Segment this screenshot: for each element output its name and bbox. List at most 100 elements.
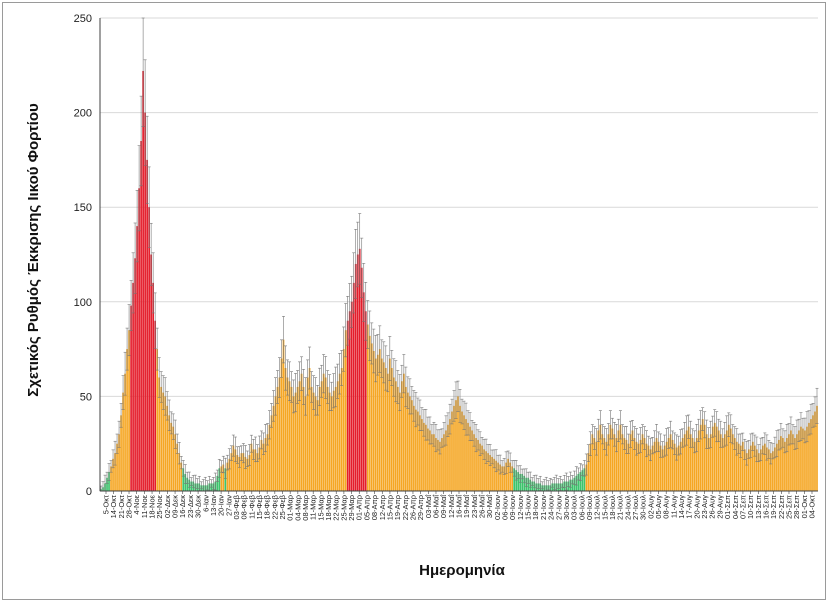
bar	[264, 438, 267, 491]
bar	[368, 335, 371, 491]
x-tick-label: 15-Φεβ	[255, 494, 264, 519]
bar	[374, 358, 377, 491]
bar	[306, 377, 309, 491]
bar	[435, 438, 437, 491]
bar	[729, 428, 732, 491]
bar	[697, 430, 700, 491]
bar	[334, 386, 337, 491]
bar	[286, 377, 289, 491]
bar	[721, 438, 724, 491]
x-tick-label: 26-Απρ	[408, 495, 417, 520]
x-tick-label: 24-Ιουν	[547, 495, 556, 520]
bars	[100, 70, 818, 492]
bar	[471, 430, 473, 491]
bar	[459, 405, 461, 491]
bar	[346, 320, 349, 491]
bar	[715, 426, 718, 491]
x-tick-label: 18-Ιουλ	[608, 495, 617, 520]
bar	[326, 386, 329, 491]
bar	[134, 258, 136, 491]
bar	[356, 254, 359, 491]
bar	[222, 464, 225, 491]
bar	[248, 455, 251, 491]
bar	[114, 453, 116, 491]
bar	[483, 449, 485, 491]
bar	[362, 292, 365, 491]
bar	[645, 443, 648, 491]
bar	[800, 426, 802, 491]
bar	[288, 381, 291, 491]
bar	[816, 405, 818, 491]
bar	[603, 438, 606, 491]
bar	[224, 468, 227, 491]
bar	[810, 419, 812, 491]
bar	[451, 411, 453, 491]
bar	[146, 159, 148, 491]
bar	[806, 426, 808, 491]
bar	[328, 392, 331, 491]
bar	[294, 392, 297, 491]
bar	[370, 343, 373, 491]
bar	[350, 301, 353, 491]
bar	[581, 470, 584, 491]
x-tick-label: 23-Αυγ	[700, 495, 709, 519]
bar	[154, 320, 156, 491]
bar	[234, 449, 237, 491]
bar	[523, 475, 526, 491]
x-tick-label: 16-Σεπ	[761, 495, 770, 519]
bar	[112, 458, 114, 491]
x-tick-label: 08-Αυγ	[662, 495, 671, 519]
bar	[429, 430, 431, 491]
bar	[687, 426, 690, 491]
bar	[152, 282, 154, 491]
y-tick-label: 200	[74, 108, 92, 120]
bar	[138, 188, 140, 491]
bar	[790, 430, 792, 491]
bar	[641, 434, 644, 491]
bar	[280, 358, 283, 491]
bar	[571, 479, 574, 491]
bar	[216, 475, 219, 491]
bar	[332, 390, 335, 491]
bar	[739, 445, 742, 491]
x-tick-label: 09-Ιουλ	[585, 495, 594, 520]
x-tick-label: 25-Φεβ	[278, 494, 287, 519]
x-tick-label: 18-Μαρ	[324, 495, 333, 521]
bar	[378, 349, 381, 491]
bar	[611, 428, 614, 491]
bar	[226, 462, 229, 491]
bar	[589, 443, 592, 491]
bar	[507, 458, 509, 491]
bar	[148, 207, 150, 491]
x-tick-label: 09-Ιουν	[508, 495, 517, 520]
bar	[445, 430, 447, 491]
bar	[160, 386, 163, 491]
bar	[727, 424, 730, 491]
bar	[130, 305, 132, 491]
bar	[585, 464, 588, 491]
bar	[784, 441, 786, 491]
bar	[587, 453, 590, 491]
bar	[352, 282, 355, 491]
bar	[252, 449, 255, 491]
bar	[439, 441, 441, 491]
error-bars	[99, 17, 819, 492]
bar	[380, 358, 383, 491]
bar	[755, 449, 758, 491]
bar	[266, 434, 269, 491]
bar	[695, 438, 698, 491]
bar	[759, 449, 762, 491]
bar	[597, 430, 600, 491]
bar	[481, 445, 483, 491]
bar	[398, 392, 401, 491]
bar	[617, 430, 620, 491]
bar	[774, 447, 776, 491]
x-tick-label: 24-Ιουλ	[623, 495, 632, 520]
bar	[503, 466, 505, 491]
bar	[258, 447, 261, 491]
bar	[675, 447, 678, 491]
bar	[671, 439, 674, 491]
bar	[577, 473, 580, 491]
bar	[808, 422, 810, 491]
bar	[415, 409, 417, 491]
